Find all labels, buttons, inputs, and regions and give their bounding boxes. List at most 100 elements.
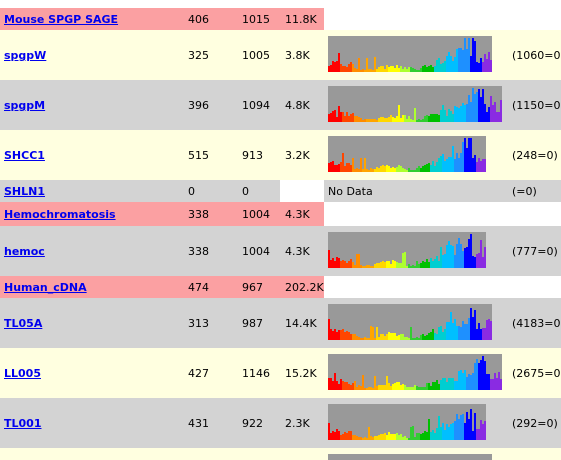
histogram-bar [398, 263, 400, 268]
histogram-bar [412, 338, 414, 340]
histogram-bar [398, 382, 400, 390]
histogram-bar [402, 384, 404, 390]
group-row: Mouse SPGP SAGE 406 1015 11.8K [0, 8, 561, 30]
histogram-bar [460, 48, 462, 72]
histogram-bar [364, 437, 366, 440]
histogram-bar [338, 431, 340, 440]
histogram-bar [422, 387, 424, 390]
library-link[interactable]: hemoc [4, 245, 45, 258]
total-size: 202.2K [285, 281, 324, 294]
histogram-bar [388, 261, 390, 268]
histogram-bar [474, 257, 476, 268]
histogram-bar [404, 337, 406, 340]
histogram-bar [458, 108, 460, 122]
histogram-bar [462, 414, 464, 440]
histogram-bar [456, 153, 458, 172]
total-size: 11.8K [285, 13, 317, 26]
histogram-bar [358, 254, 360, 268]
histogram-bar [364, 388, 366, 390]
max-count: 1146 [242, 367, 270, 380]
library-row: spgpM 396 1094 4.8K (1150=0) [0, 80, 561, 130]
max-count: 922 [242, 417, 263, 430]
histogram-bar [466, 324, 468, 340]
library-link[interactable]: Mouse SPGP SAGE [4, 13, 119, 26]
histogram-bar [336, 332, 338, 340]
histogram-bar [442, 332, 444, 340]
histogram-bar [458, 326, 460, 340]
library-link[interactable]: SHLN1 [4, 185, 45, 198]
histogram-bar [384, 262, 386, 268]
histogram-bar [450, 111, 452, 122]
histogram-bar [404, 115, 406, 122]
library-link[interactable]: TL001 [4, 417, 42, 430]
histogram-bar [444, 161, 446, 172]
library-link[interactable]: Hemochromatosis [4, 208, 116, 221]
histogram-bar [368, 338, 370, 340]
histogram-bar [410, 67, 412, 72]
count-label: (777=0) [512, 245, 558, 258]
histogram-bar [334, 62, 336, 72]
histogram-bar [366, 338, 368, 340]
histogram-bar [390, 168, 392, 172]
histogram-bar [450, 245, 452, 268]
histogram-bar [366, 388, 368, 390]
histogram-bar [496, 378, 498, 390]
histogram-bar [370, 119, 372, 122]
histogram-bar [376, 263, 378, 268]
histogram-bar [460, 370, 462, 390]
histogram-bar [448, 427, 450, 440]
library-link[interactable]: Human_cDNA [4, 281, 87, 294]
histogram-bar [422, 119, 424, 122]
histogram-bar [344, 382, 346, 390]
histogram-bar [474, 310, 476, 340]
total-size: 3.8K [285, 49, 310, 62]
max-count: 1005 [242, 49, 270, 62]
histogram-bar [358, 437, 360, 440]
library-link[interactable]: SHCC1 [4, 149, 45, 162]
library-row: LL005 427 1146 15.2K (2675=0) [0, 348, 561, 398]
histogram-bar [478, 63, 480, 72]
histogram-bar [362, 266, 364, 268]
histogram-bar [352, 64, 354, 72]
library-link[interactable]: TL05A [4, 317, 43, 330]
histogram-bar [390, 66, 392, 72]
histogram-bar [474, 94, 476, 122]
histogram-bar [444, 430, 446, 440]
histogram-bar [350, 165, 352, 172]
histogram-bar [486, 320, 488, 340]
histogram-bar [460, 153, 462, 172]
library-link[interactable]: spgpW [4, 49, 47, 62]
histogram-bar [416, 261, 418, 268]
histogram-bar [448, 378, 450, 390]
histogram-bar [348, 332, 350, 340]
histogram-bar [482, 89, 484, 122]
histogram-bar [380, 385, 382, 390]
size-cell [280, 298, 324, 348]
histogram-bar [490, 60, 492, 72]
histogram-bar [416, 168, 418, 172]
histogram-bar [348, 163, 350, 172]
histogram-bar [482, 62, 484, 72]
histogram-bar [400, 263, 402, 268]
histogram-bar [400, 166, 402, 172]
histogram-bar [348, 116, 350, 122]
library-link[interactable]: spgpM [4, 99, 46, 112]
histogram-bar [432, 430, 434, 440]
histogram-bar [434, 114, 436, 122]
library-link[interactable]: LL005 [4, 367, 41, 380]
histogram-bar [478, 89, 480, 122]
histogram-bar [354, 334, 356, 340]
histogram-bar [386, 435, 388, 440]
histogram-bar [462, 251, 464, 268]
histogram-bar [372, 70, 374, 72]
histogram-bar [352, 262, 354, 268]
library-name-cell: SHCC1 [4, 149, 45, 162]
histogram-bar [472, 38, 474, 72]
histogram-bar [436, 428, 438, 440]
histogram-bar [352, 383, 354, 390]
histogram-bar [390, 386, 392, 390]
histogram-bar [400, 334, 402, 340]
histogram-bar [384, 69, 386, 72]
histogram-bar [338, 258, 340, 268]
histogram-bar [478, 429, 480, 440]
